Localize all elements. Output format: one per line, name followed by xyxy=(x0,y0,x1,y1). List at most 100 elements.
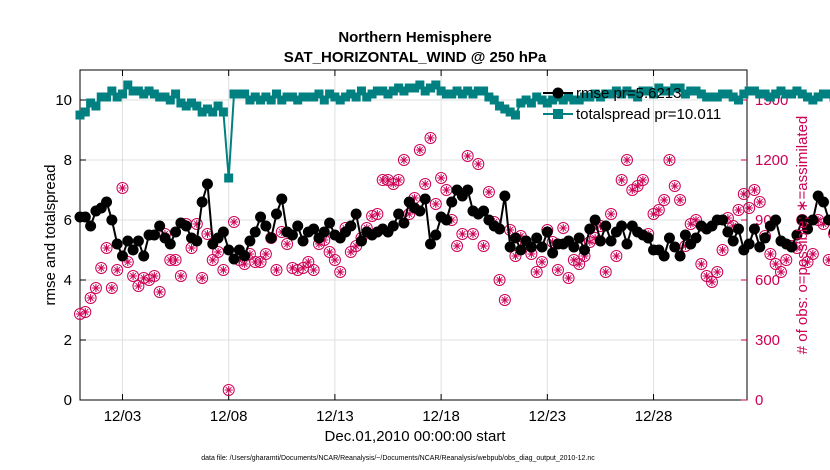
assimilated-obs-point xyxy=(734,206,743,214)
possible-obs-point xyxy=(100,242,113,254)
totalspread-point xyxy=(686,86,696,96)
totalspread-point xyxy=(229,89,239,99)
assimilated-obs-point xyxy=(676,196,685,204)
rmse-point xyxy=(663,232,675,244)
rmse-point xyxy=(228,253,240,265)
totalspread-point xyxy=(569,95,579,105)
y-tick-label: 4 xyxy=(64,272,72,289)
rmse-point xyxy=(154,220,166,232)
totalspread-point xyxy=(224,173,234,183)
totalspread-point xyxy=(638,86,648,96)
totalspread-point xyxy=(378,86,388,96)
rmse-point xyxy=(669,241,681,253)
rmse-point xyxy=(414,205,426,217)
rmse-point xyxy=(642,232,654,244)
totalspread-point xyxy=(728,92,738,102)
rmse-point xyxy=(605,235,617,247)
possible-obs-point xyxy=(89,282,102,294)
rmse-point xyxy=(164,238,176,250)
possible-obs-point xyxy=(599,266,612,278)
rmse-point xyxy=(568,241,580,253)
assimilated-obs-point xyxy=(240,260,249,268)
possible-obs-point xyxy=(705,276,718,288)
possible-obs-point xyxy=(281,238,294,250)
assimilated-obs-point xyxy=(580,252,589,260)
assimilated-obs-point xyxy=(803,258,812,266)
totalspread-point xyxy=(410,83,420,93)
assimilated-obs-point xyxy=(410,194,419,202)
totalspread-point xyxy=(564,92,574,102)
assimilated-obs-point xyxy=(681,242,690,250)
totalspread-point xyxy=(176,98,186,108)
totalspread-point xyxy=(696,89,706,99)
possible-obs-point xyxy=(748,184,761,196)
x-tick-label: 12/13 xyxy=(316,408,354,425)
rmse-point xyxy=(260,220,272,232)
totalspread-point xyxy=(755,89,765,99)
possible-obs-point xyxy=(334,266,347,278)
x-tick-label: 12/03 xyxy=(104,408,142,425)
rmse-point xyxy=(276,193,288,205)
assimilated-obs-point xyxy=(628,186,637,194)
rmse-point xyxy=(345,220,357,232)
assimilated-obs-point xyxy=(320,236,329,244)
totalspread-point xyxy=(80,107,90,117)
totalspread-point xyxy=(218,107,228,117)
totalspread-point xyxy=(367,89,377,99)
assimilated-obs-point xyxy=(548,238,557,246)
assimilated-obs-point xyxy=(468,230,477,238)
rmse-point xyxy=(722,226,734,238)
assimilated-obs-point xyxy=(729,222,738,230)
totalspread-point xyxy=(171,89,181,99)
totalspread-point xyxy=(128,86,138,96)
x-tick-label: 12/28 xyxy=(635,408,673,425)
rmse-point xyxy=(717,214,729,226)
totalspread-point xyxy=(787,89,797,99)
legend-totalspread-marker xyxy=(553,109,563,119)
possible-obs-point xyxy=(658,194,671,206)
totalspread-point xyxy=(144,86,154,96)
assimilated-obs-point xyxy=(139,274,148,282)
assimilated-obs-point xyxy=(755,198,764,206)
totalspread-point xyxy=(240,89,250,99)
y-tick-label: 8 xyxy=(64,152,72,169)
totalspread-point xyxy=(468,89,478,99)
assimilated-obs-point xyxy=(155,288,164,296)
totalspread-point xyxy=(818,89,828,99)
assimilated-obs-point xyxy=(437,174,446,182)
assimilated-obs-point xyxy=(442,186,451,194)
possible-obs-point xyxy=(780,254,793,266)
rmse-point xyxy=(786,241,798,253)
assimilated-obs-point xyxy=(394,176,403,184)
rmse-point xyxy=(393,208,405,220)
possible-obs-point xyxy=(743,202,756,214)
totalspread-point xyxy=(479,86,489,96)
rmse-point xyxy=(446,196,458,208)
rmse-point xyxy=(525,241,537,253)
legend-rmse-label: rmse pr=5.6213 xyxy=(576,85,681,102)
totalspread-point xyxy=(595,92,605,102)
possible-obs-point xyxy=(636,174,649,186)
possible-obs-point xyxy=(413,144,426,156)
rmse-point xyxy=(494,223,506,235)
assimilated-obs-point xyxy=(617,176,626,184)
assimilated-obs-point xyxy=(309,266,318,274)
assimilated-obs-point xyxy=(325,248,334,256)
totalspread-point xyxy=(803,92,813,102)
assimilated-obs-point xyxy=(633,182,642,190)
rmse-point xyxy=(255,211,267,223)
rmse-point xyxy=(817,196,829,208)
y-right-tick-label: 1200 xyxy=(755,152,788,169)
totalspread-point xyxy=(399,86,409,96)
assimilated-obs-point xyxy=(819,220,828,228)
totalspread-point xyxy=(463,86,473,96)
totalspread-point xyxy=(388,86,398,96)
possible-obs-point xyxy=(419,178,432,190)
rmse-point xyxy=(748,223,760,235)
y-tick-label: 6 xyxy=(64,212,72,229)
rmse-point xyxy=(807,214,819,226)
rmse-point xyxy=(770,214,782,226)
totalspread-point xyxy=(123,80,133,90)
totalspread-point xyxy=(165,95,175,105)
rmse-point xyxy=(196,196,208,208)
